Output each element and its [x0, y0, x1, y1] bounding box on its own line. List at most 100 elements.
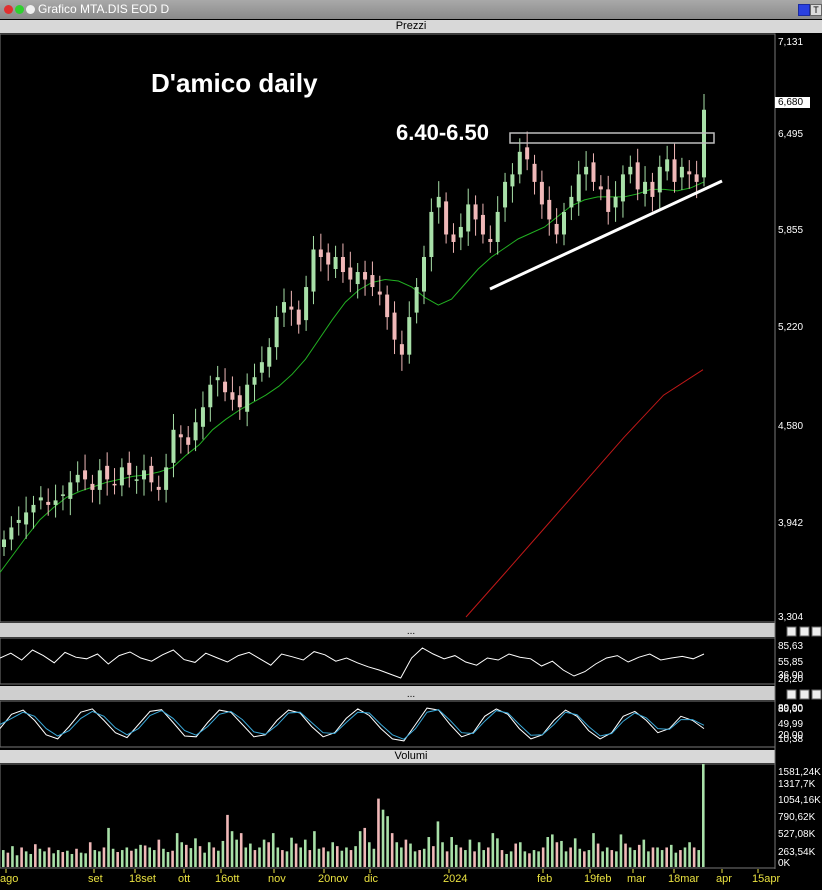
- candle: [363, 260, 368, 296]
- volume-bar: [555, 842, 559, 867]
- volume-bar: [180, 842, 184, 867]
- support-trendline[interactable]: [489, 179, 723, 291]
- osc1-maximize-icon[interactable]: [799, 626, 810, 637]
- volume-bar: [285, 851, 289, 867]
- resistance-zone-box[interactable]: [509, 132, 715, 144]
- candle-body: [237, 395, 242, 408]
- volume-bar: [107, 827, 110, 867]
- volume-bar: [262, 839, 266, 867]
- window-title: Grafico MTA.DIS EOD D: [38, 2, 170, 16]
- volume-bar: [537, 851, 540, 867]
- osc2-minimize-icon[interactable]: [786, 689, 797, 700]
- candle: [340, 243, 345, 283]
- candle: [333, 245, 338, 279]
- osc2-grip-icon[interactable]: ...: [407, 689, 415, 700]
- candle-body: [665, 159, 670, 172]
- ma-long-line: [465, 369, 704, 618]
- volume-bar: [683, 847, 687, 867]
- maximize-dot-icon[interactable]: [15, 5, 24, 14]
- osc1-minimize-icon[interactable]: [786, 626, 797, 637]
- x-tick-label: 18mar: [668, 873, 700, 885]
- osc2-separator[interactable]: [0, 686, 822, 700]
- osc1-grip-icon[interactable]: ...: [407, 626, 415, 637]
- volume-bar: [569, 847, 572, 867]
- candle: [24, 496, 29, 539]
- x-axis-strip: [0, 869, 822, 890]
- blue-square-icon[interactable]: [798, 4, 810, 16]
- volume-bar: [486, 847, 490, 867]
- volume-bar: [217, 850, 220, 867]
- y-tick-label: 3,942: [778, 518, 803, 529]
- volume-bar: [303, 839, 307, 867]
- volume-bar: [61, 852, 65, 867]
- volume-bar: [573, 838, 577, 867]
- candle-body: [672, 159, 677, 182]
- osc1-line: [0, 647, 705, 679]
- volume-bar: [564, 851, 568, 867]
- candle-body: [149, 465, 154, 483]
- volume-layer: [2, 764, 705, 867]
- volume-bar: [642, 839, 646, 867]
- candle: [466, 188, 471, 246]
- candle: [488, 225, 493, 253]
- close-dot-icon[interactable]: [4, 5, 13, 14]
- volume-bar: [560, 840, 563, 867]
- volume-bar: [134, 848, 138, 867]
- volume-bar: [400, 847, 403, 867]
- volume-bar: [702, 764, 705, 867]
- candle-body: [657, 166, 662, 193]
- candle-body: [164, 467, 169, 490]
- candle: [296, 300, 301, 334]
- x-tick-label: 18set: [129, 873, 156, 885]
- volume-bar: [11, 846, 14, 867]
- volume-bar: [239, 833, 243, 867]
- candle-body: [31, 504, 36, 513]
- candle-body: [311, 249, 316, 292]
- candle: [348, 251, 353, 293]
- candle: [436, 181, 441, 224]
- volume-bar: [93, 850, 97, 867]
- volume-bar: [647, 851, 650, 867]
- volume-bar: [294, 843, 298, 867]
- volume-bar: [331, 842, 335, 867]
- osc1-close-icon[interactable]: [811, 626, 822, 637]
- candle-body: [355, 272, 360, 285]
- x-tick-label: 16ott: [215, 873, 239, 885]
- candle: [252, 363, 257, 401]
- candle: [480, 203, 485, 244]
- candle: [392, 301, 397, 355]
- candle: [554, 208, 559, 244]
- last-price-marker: [775, 97, 810, 108]
- y-tick-label: 6,680: [778, 97, 803, 108]
- volume-bar: [212, 847, 216, 867]
- y-tick-label: 5,855: [778, 225, 803, 236]
- volume-bar: [253, 850, 257, 867]
- volume-bar: [368, 842, 371, 867]
- volume-bar: [637, 844, 641, 867]
- candle: [458, 213, 463, 251]
- candle-body: [613, 196, 618, 208]
- volume-bar: [226, 814, 229, 867]
- volume-bar: [445, 851, 449, 867]
- candle-body: [2, 539, 6, 547]
- volume-bar: [125, 847, 129, 867]
- volume-bar: [518, 842, 522, 867]
- volume-bar: [340, 850, 344, 867]
- osc2-close-icon[interactable]: [811, 689, 822, 700]
- volume-bar: [52, 853, 55, 867]
- osc1-separator[interactable]: [0, 623, 822, 637]
- osc1-layer: [0, 647, 705, 679]
- candle: [289, 290, 294, 326]
- y-tick-label: 790,62K: [778, 812, 816, 823]
- text-toggle-button[interactable]: T: [810, 4, 822, 16]
- volume-bar: [203, 852, 206, 867]
- volume-bar: [541, 847, 545, 867]
- minimize-dot-icon[interactable]: [26, 5, 35, 14]
- candle-body: [584, 166, 589, 175]
- resistance-label: 6.40-6.50: [396, 120, 489, 145]
- volume-bar: [468, 839, 472, 867]
- osc2-maximize-icon[interactable]: [799, 689, 810, 700]
- candle-body: [399, 344, 404, 355]
- volume-bar: [679, 850, 682, 867]
- volume-bar: [326, 851, 330, 867]
